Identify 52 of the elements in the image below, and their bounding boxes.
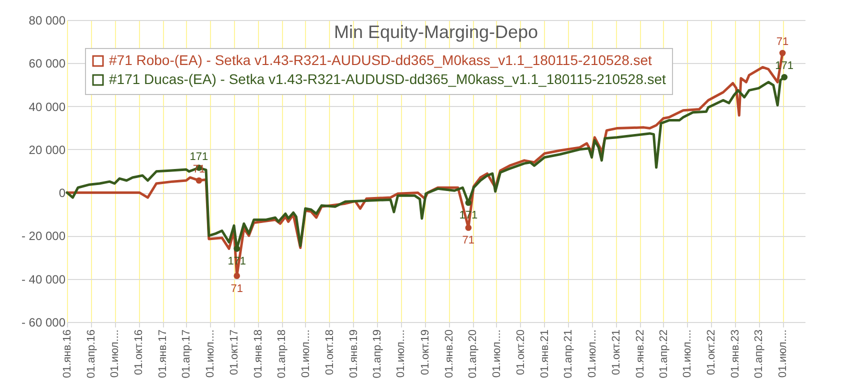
x-tick-label: 01.июл.... xyxy=(204,330,216,378)
x-tick-label: 01.окт.22 xyxy=(706,330,718,375)
x-tick-label: 01.окт.20 xyxy=(514,330,527,375)
point xyxy=(465,224,472,231)
annotation: 71 xyxy=(230,282,243,295)
y-tick-label: - 20 000 xyxy=(21,229,66,244)
x-tick-label: 01.апр.17 xyxy=(180,330,193,378)
x-tick-label: 01.июл.... xyxy=(777,330,790,378)
x-tick-label: 01.окт.19 xyxy=(419,330,432,375)
x-tick-label: 01.окт.21 xyxy=(610,330,622,375)
x-tick-label: 01.янв.16 xyxy=(62,330,74,378)
x-tick-label: 01.апр.21 xyxy=(562,330,574,378)
x-tick-label: 01.июл.... xyxy=(586,330,598,378)
x-tick-label: 01.апр.22 xyxy=(658,330,670,378)
x-tick-label: 01.окт.17 xyxy=(228,330,240,375)
point xyxy=(781,74,788,80)
x-tick-label: 01.апр.18 xyxy=(276,330,288,378)
x-tick-label: 01.апр.23 xyxy=(753,330,766,378)
x-tick-label: 01.июл.... xyxy=(109,330,122,378)
y-tick-label: - 40 000 xyxy=(21,272,66,286)
x-tick-label: 01.июл.... xyxy=(490,330,503,378)
y-tick-label: 40 000 xyxy=(28,100,66,114)
y-tick-label: 60 000 xyxy=(28,56,66,71)
y-tick-label: 20 000 xyxy=(28,142,66,157)
x-tick-label: 01.июл.... xyxy=(300,330,312,378)
point xyxy=(465,200,472,206)
y-tick-label: 0 xyxy=(58,186,66,200)
x-tick-label: 01.янв.23 xyxy=(730,330,742,378)
x-tick-label: 01.июл.... xyxy=(682,330,694,378)
x-tick-label: 01.апр.19 xyxy=(371,330,384,378)
x-tick-label: 01.янв.22 xyxy=(634,330,646,378)
point xyxy=(779,50,786,56)
annotation: 171 xyxy=(190,150,208,163)
x-tick-label: 01.янв.20 xyxy=(443,330,456,378)
legend-label: #71 Robo-(EA) - Setka v1.43-R321-AUDUSD-dd365_M0kass_v1.1_180115-210528.set xyxy=(109,52,652,68)
point xyxy=(196,177,202,184)
x-tick-label: 01.апр.16 xyxy=(85,330,98,378)
legend-label: #171 Ducas-(EA) - Setka v1.43-R321-AUDUSD-dd365_M0kass_v1.1_180115-210528.set xyxy=(109,71,666,87)
annotation: 71 xyxy=(776,36,789,48)
x-tick-label: 01.янв.17 xyxy=(157,330,170,378)
x-tick-label: 01.окт.16 xyxy=(133,330,146,375)
y-tick-label: - 60 000 xyxy=(21,316,66,330)
x-tick-label: 01.июл.... xyxy=(395,330,408,378)
x-tick-label: 01.янв.18 xyxy=(252,330,265,378)
y-tick-label: 80 000 xyxy=(28,14,66,28)
x-tick-label: 01.янв.19 xyxy=(348,330,360,378)
x-tick-label: 01.окт.18 xyxy=(324,330,336,375)
annotation: 71 xyxy=(462,234,475,247)
x-tick-label: 01.янв.21 xyxy=(538,330,551,378)
point xyxy=(234,246,240,252)
x-tick-label: 01.апр.20 xyxy=(467,330,480,378)
point xyxy=(234,272,240,279)
